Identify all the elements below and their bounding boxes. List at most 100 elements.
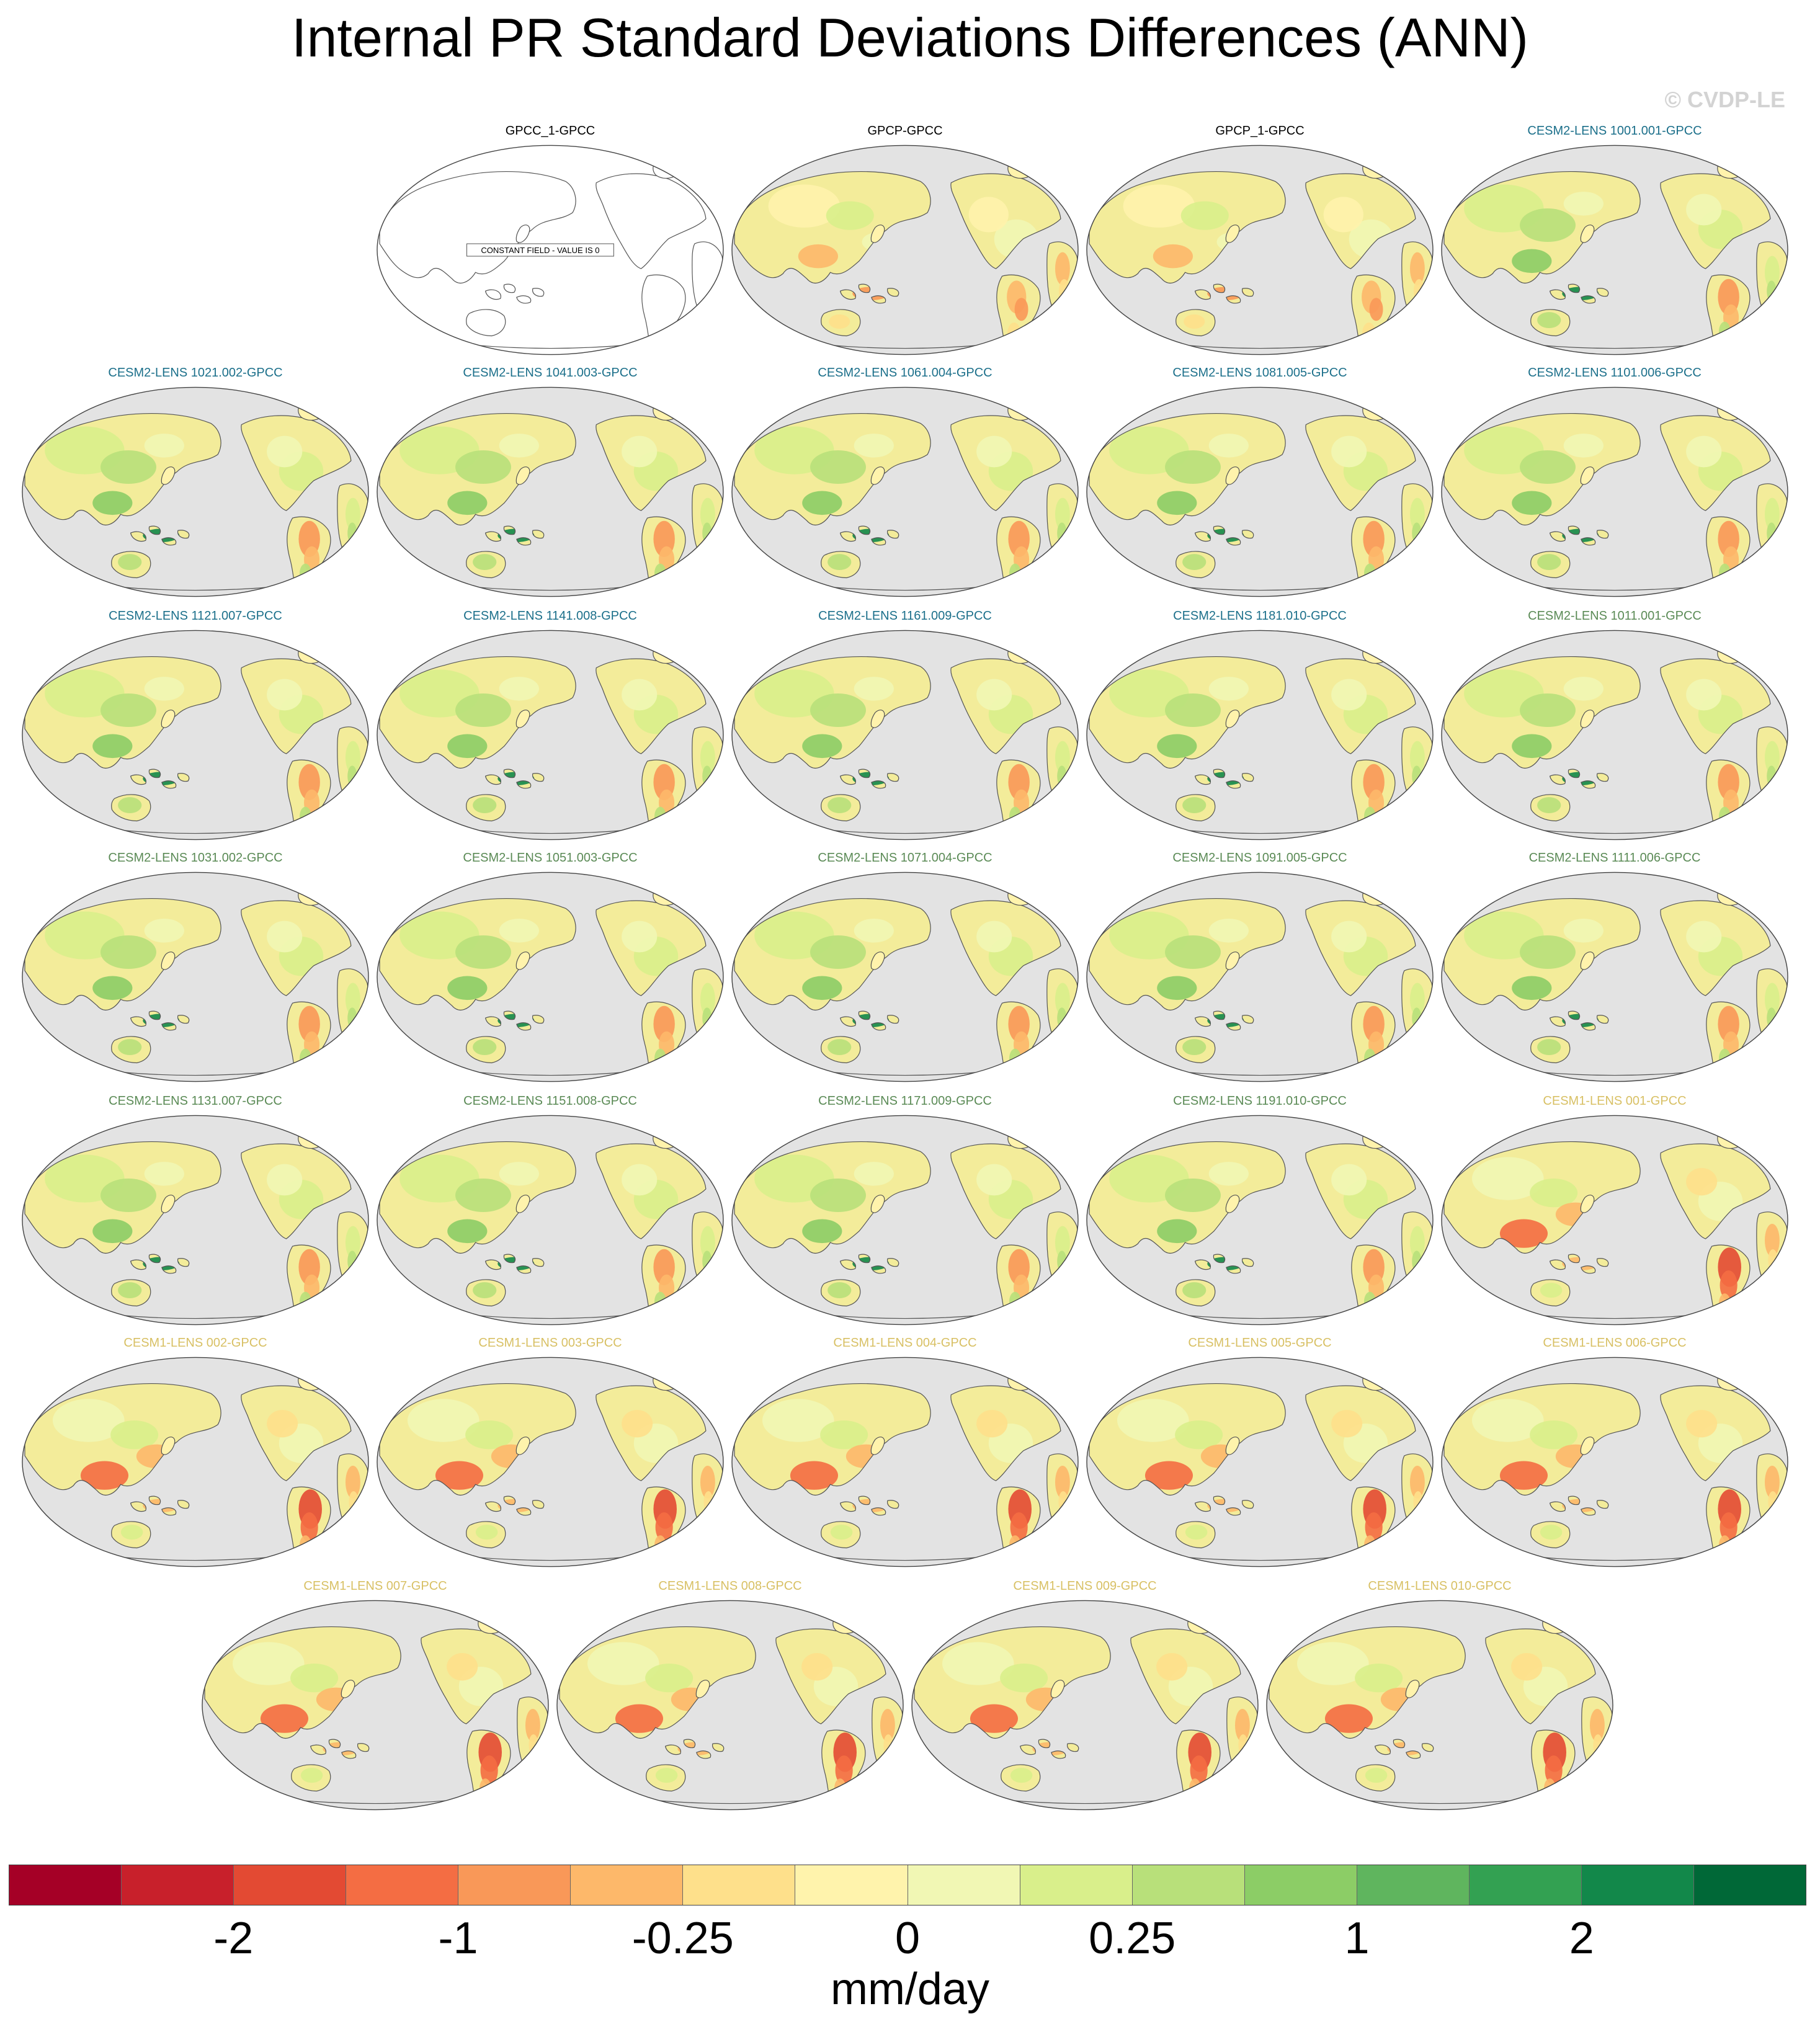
world-map <box>202 1600 549 1811</box>
map-panel: GPCP_1-GPCC <box>1083 124 1437 355</box>
panel-title: CESM2-LENS 1121.007-GPCC <box>109 609 282 623</box>
panel-title: CESM1-LENS 010-GPCC <box>1368 1579 1512 1593</box>
map-panel: CESM2-LENS 1171.009-GPCC <box>728 1094 1082 1326</box>
colorbar-box <box>1244 1865 1357 1905</box>
world-map <box>22 1357 369 1567</box>
world-map <box>731 630 1079 840</box>
map-panel: CESM1-LENS 005-GPCC <box>1083 1336 1437 1567</box>
panel-title: CESM1-LENS 005-GPCC <box>1188 1336 1332 1350</box>
map-panel: CESM2-LENS 1011.001-GPCC <box>1438 609 1791 840</box>
map-panel: CESM2-LENS 1151.008-GPCC <box>373 1094 727 1326</box>
colorbar-box <box>571 1865 684 1905</box>
map-panel: CESM1-LENS 003-GPCC <box>373 1336 727 1567</box>
colorbar-box <box>1357 1865 1470 1905</box>
panel-title: CESM2-LENS 1161.009-GPCC <box>818 609 992 623</box>
world-map <box>731 871 1079 1082</box>
panel-title: CESM1-LENS 003-GPCC <box>478 1336 622 1350</box>
map-panel: CESM2-LENS 1191.010-GPCC <box>1083 1094 1437 1326</box>
map-panel: CESM1-LENS 009-GPCC <box>908 1579 1262 1811</box>
world-map <box>1441 145 1788 355</box>
colorbar-box <box>1132 1865 1245 1905</box>
map-panel: GPCP-GPCC <box>728 124 1082 355</box>
world-map <box>1086 145 1434 355</box>
colorbar-box <box>1581 1865 1694 1905</box>
map-panel: CESM2-LENS 1081.005-GPCC <box>1083 366 1437 597</box>
panel-title: CESM2-LENS 1141.008-GPCC <box>463 609 637 623</box>
world-map <box>1086 1357 1434 1567</box>
colorbar-tick-label: 2 <box>1569 1914 1594 1963</box>
colorbar-box <box>1469 1865 1582 1905</box>
world-map <box>1086 630 1434 840</box>
world-map: CONSTANT FIELD - VALUE IS 0 <box>377 145 724 355</box>
colorbar-box <box>908 1865 1020 1905</box>
panel-title: CESM1-LENS 004-GPCC <box>833 1336 977 1350</box>
map-panel: CESM2-LENS 1161.009-GPCC <box>728 609 1082 840</box>
panel-title: CESM2-LENS 1091.005-GPCC <box>1172 851 1347 865</box>
world-map <box>1441 1115 1788 1326</box>
world-map <box>1086 871 1434 1082</box>
panel-title: CESM2-LENS 1101.006-GPCC <box>1528 366 1702 380</box>
panel-title: CESM2-LENS 1171.009-GPCC <box>818 1094 992 1108</box>
colorbar-box <box>9 1865 122 1905</box>
colorbar-box <box>795 1865 908 1905</box>
panel-title: CESM2-LENS 1191.010-GPCC <box>1173 1094 1347 1108</box>
world-map <box>1086 1115 1434 1326</box>
map-panel: GPCC_1-GPCC CONSTANT FIELD - VALUE IS 0 <box>373 124 727 355</box>
world-map <box>22 630 369 840</box>
panel-title: CESM1-LENS 006-GPCC <box>1543 1336 1687 1350</box>
panel-title: CESM2-LENS 1111.006-GPCC <box>1528 851 1701 865</box>
world-map <box>377 630 724 840</box>
colorbar-box <box>234 1865 347 1905</box>
world-map <box>22 1115 369 1326</box>
world-map <box>377 871 724 1082</box>
colorbar-box <box>1693 1865 1806 1905</box>
panel-title: CESM2-LENS 1031.002-GPCC <box>108 851 283 865</box>
panel-title: CESM1-LENS 001-GPCC <box>1543 1094 1687 1108</box>
world-map <box>731 1357 1079 1567</box>
colorbar-units: mm/day <box>830 1964 990 2014</box>
panel-title: CESM2-LENS 1061.004-GPCC <box>818 366 993 380</box>
colorbar-box <box>458 1865 571 1905</box>
map-panel: CESM1-LENS 010-GPCC <box>1263 1579 1617 1811</box>
world-map <box>377 1115 724 1326</box>
panel-title: CESM1-LENS 008-GPCC <box>658 1579 802 1593</box>
colorbar-tick-label: -0.25 <box>631 1914 734 1963</box>
map-panel: CESM2-LENS 1101.006-GPCC <box>1438 366 1791 597</box>
world-map <box>1441 386 1788 597</box>
world-map <box>556 1600 904 1811</box>
world-map <box>731 386 1079 597</box>
world-map <box>731 1115 1079 1326</box>
world-map <box>22 386 369 597</box>
map-panel: CESM2-LENS 1121.007-GPCC <box>19 609 372 840</box>
map-panel: CESM2-LENS 1181.010-GPCC <box>1083 609 1437 840</box>
map-panel: CESM2-LENS 1021.002-GPCC <box>19 366 372 597</box>
map-panel: CESM2-LENS 1061.004-GPCC <box>728 366 1082 597</box>
map-panel: CESM1-LENS 006-GPCC <box>1438 1336 1791 1567</box>
colorbar-tick-label: -2 <box>213 1914 254 1963</box>
panel-title: CESM2-LENS 1081.005-GPCC <box>1172 366 1347 380</box>
panel-title: CESM1-LENS 007-GPCC <box>303 1579 447 1593</box>
colorbar-tick-label: -1 <box>438 1914 478 1963</box>
map-panel: CESM2-LENS 1071.004-GPCC <box>728 851 1082 1082</box>
world-map <box>1441 1357 1788 1567</box>
colorbar-box <box>683 1865 796 1905</box>
world-map <box>1086 386 1434 597</box>
map-panel: CESM1-LENS 008-GPCC <box>553 1579 907 1811</box>
panel-title: CESM2-LENS 1051.003-GPCC <box>463 851 638 865</box>
panel-title: CESM1-LENS 009-GPCC <box>1013 1579 1157 1593</box>
map-panel: CESM2-LENS 1091.005-GPCC <box>1083 851 1437 1082</box>
map-panel: CESM2-LENS 1001.001-GPCC <box>1438 124 1791 355</box>
panel-title: CESM2-LENS 1131.007-GPCC <box>109 1094 282 1108</box>
world-map <box>1441 630 1788 840</box>
colorbar-tick-label: 1 <box>1344 1914 1370 1963</box>
map-panel: CESM2-LENS 1051.003-GPCC <box>373 851 727 1082</box>
world-map <box>377 1357 724 1567</box>
world-map <box>1441 871 1788 1082</box>
map-panel: CESM1-LENS 001-GPCC <box>1438 1094 1791 1326</box>
world-map <box>377 386 724 597</box>
panel-title: CESM2-LENS 1001.001-GPCC <box>1527 124 1702 138</box>
figure-title: Internal PR Standard Deviations Differen… <box>292 7 1528 68</box>
panel-title: CESM2-LENS 1181.010-GPCC <box>1173 609 1347 623</box>
panel-title: CESM2-LENS 1041.003-GPCC <box>463 366 638 380</box>
world-map <box>22 871 369 1082</box>
